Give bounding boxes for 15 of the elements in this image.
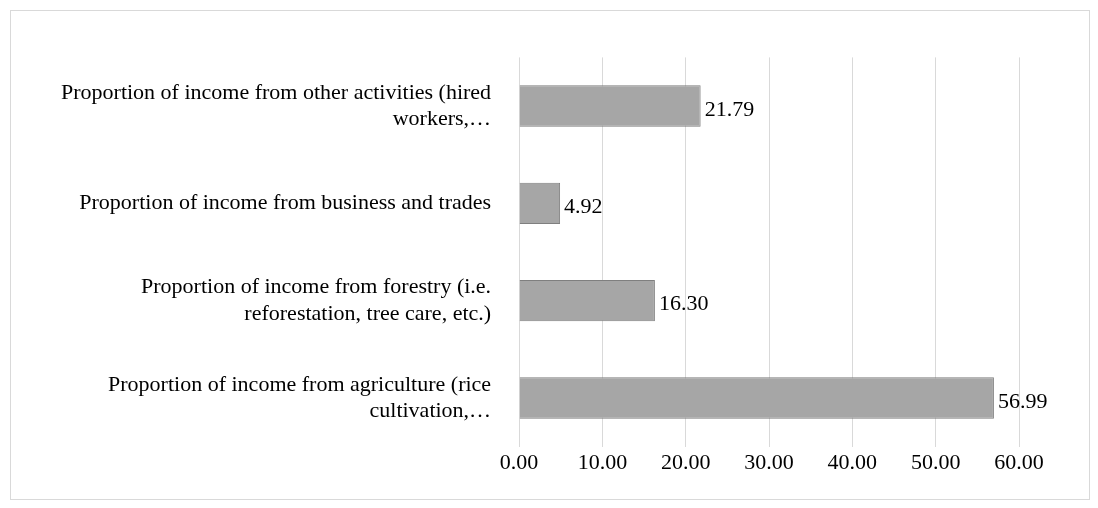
x-tick-label: 0.00 xyxy=(499,448,539,474)
x-tick-label: 60.00 xyxy=(994,448,1044,474)
y-tick-label: Proportion of income from agriculture (rice cultivation,… xyxy=(108,370,492,422)
x-tick-label: 40.00 xyxy=(827,448,878,474)
data-label: 4.92 xyxy=(564,193,603,219)
x-tick-label: 30.00 xyxy=(744,448,794,474)
data-label: 21.79 xyxy=(704,95,755,121)
x-tick-label: 50.00 xyxy=(910,448,961,474)
y-tick-label: Proportion of income from forestry (i.e. reforestation, tree care, etc.) xyxy=(141,273,492,325)
y-tick-label: Proportion of income from other activities (hired workers,… xyxy=(61,78,492,131)
y-tick-label: Proportion of income from business and trades xyxy=(79,189,492,215)
x-tick-label: 20.00 xyxy=(660,448,711,474)
data-label: 16.30 xyxy=(658,290,709,316)
x-tick-label: 10.00 xyxy=(577,448,628,474)
data-label: 56.99 xyxy=(997,387,1048,413)
